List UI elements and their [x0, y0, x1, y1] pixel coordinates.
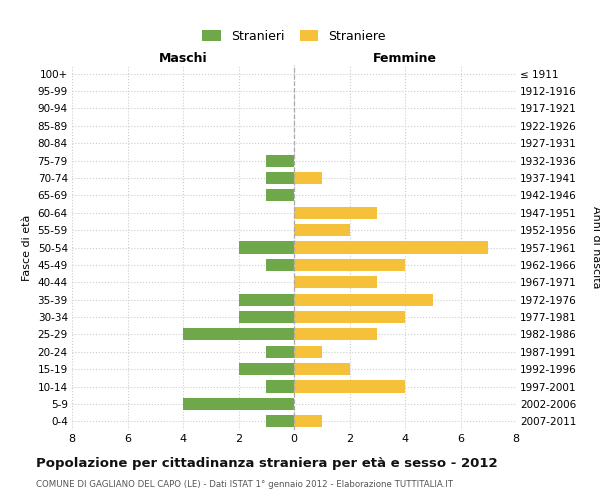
- Bar: [239, 363, 294, 375]
- Bar: [294, 206, 377, 219]
- Bar: [266, 154, 294, 166]
- Bar: [294, 363, 349, 375]
- Bar: [294, 380, 405, 392]
- Bar: [266, 172, 294, 184]
- Y-axis label: Anni di nascita: Anni di nascita: [591, 206, 600, 289]
- Text: Femmine: Femmine: [373, 52, 437, 65]
- Legend: Stranieri, Straniere: Stranieri, Straniere: [200, 28, 388, 46]
- Bar: [239, 311, 294, 323]
- Bar: [294, 276, 377, 288]
- Bar: [294, 328, 377, 340]
- Bar: [294, 172, 322, 184]
- Bar: [266, 190, 294, 202]
- Bar: [239, 294, 294, 306]
- Bar: [294, 224, 349, 236]
- Bar: [294, 346, 322, 358]
- Y-axis label: Fasce di età: Fasce di età: [22, 214, 32, 280]
- Bar: [294, 294, 433, 306]
- Bar: [239, 242, 294, 254]
- Bar: [266, 346, 294, 358]
- Bar: [183, 398, 294, 410]
- Bar: [294, 242, 488, 254]
- Bar: [294, 415, 322, 428]
- Bar: [266, 415, 294, 428]
- Bar: [183, 328, 294, 340]
- Bar: [266, 380, 294, 392]
- Text: COMUNE DI GAGLIANO DEL CAPO (LE) - Dati ISTAT 1° gennaio 2012 - Elaborazione TUT: COMUNE DI GAGLIANO DEL CAPO (LE) - Dati …: [36, 480, 453, 489]
- Bar: [294, 259, 405, 271]
- Text: Maschi: Maschi: [158, 52, 208, 65]
- Bar: [294, 311, 405, 323]
- Bar: [266, 259, 294, 271]
- Text: Popolazione per cittadinanza straniera per età e sesso - 2012: Popolazione per cittadinanza straniera p…: [36, 458, 497, 470]
